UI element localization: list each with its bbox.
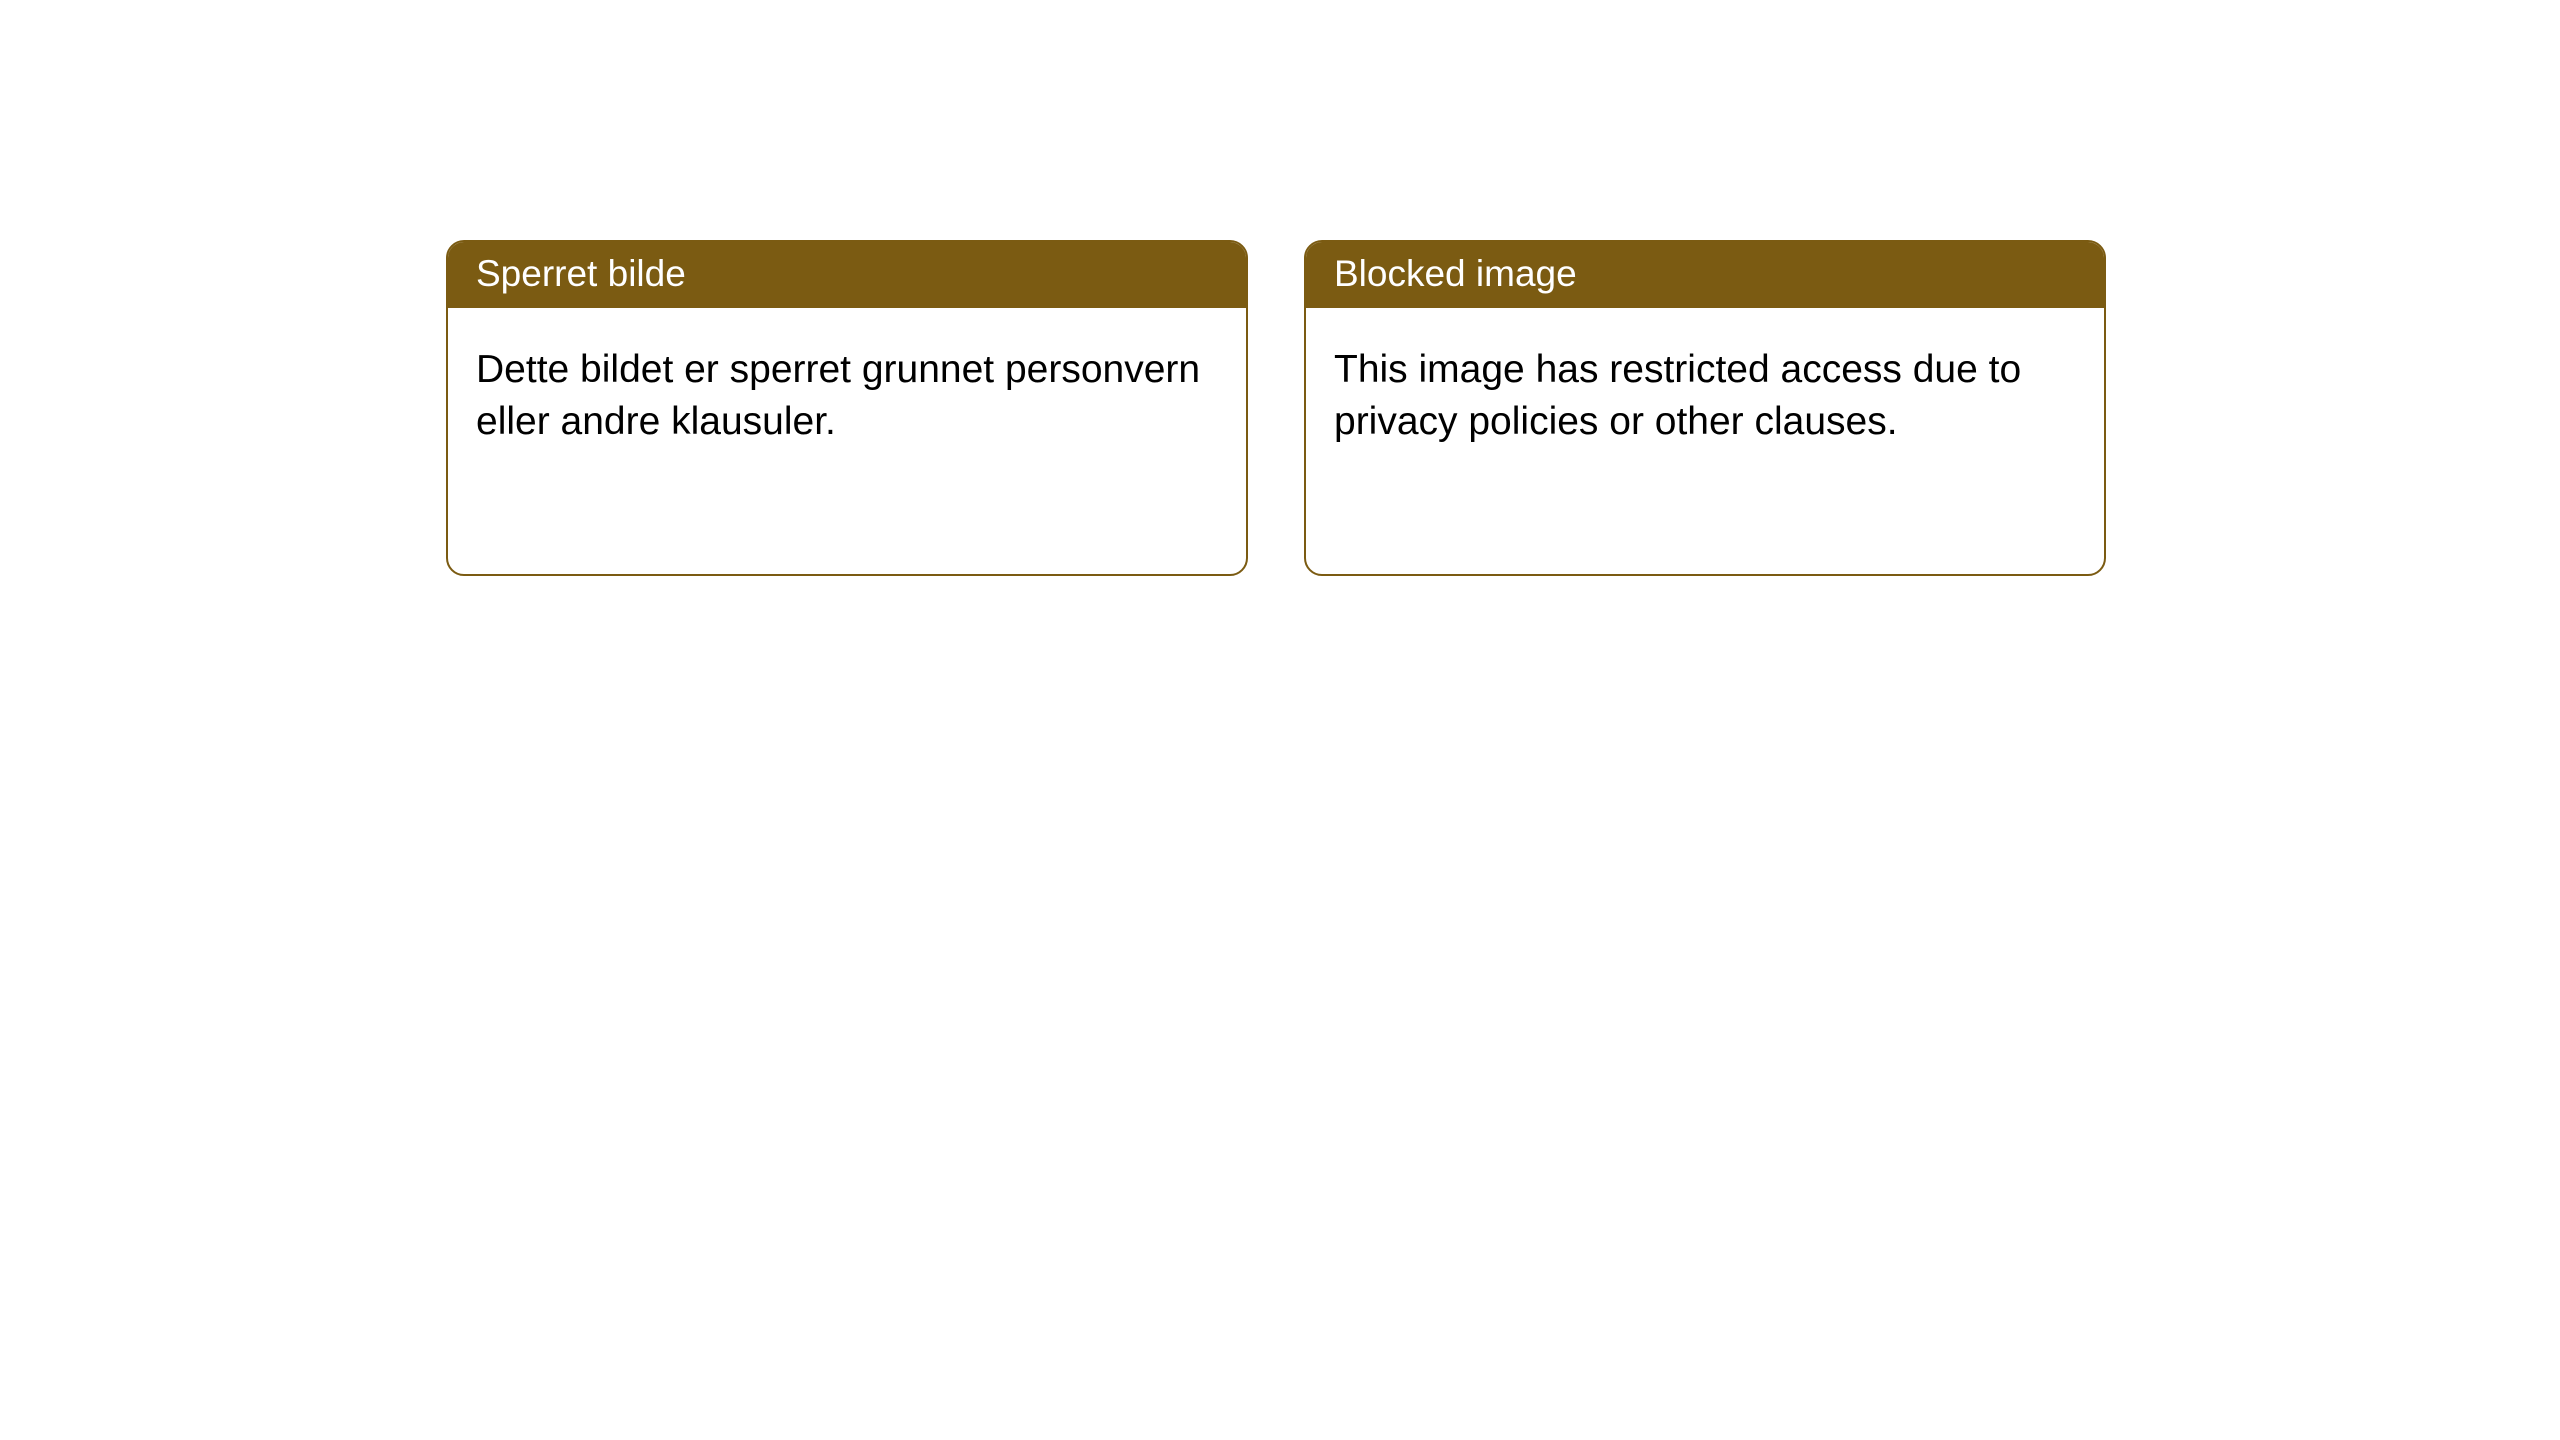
notice-card-english: Blocked image This image has restricted … <box>1304 240 2106 576</box>
notice-body: Dette bildet er sperret grunnet personve… <box>448 308 1246 483</box>
notice-header: Sperret bilde <box>448 242 1246 308</box>
notice-container: Sperret bilde Dette bildet er sperret gr… <box>0 0 2560 576</box>
notice-card-norwegian: Sperret bilde Dette bildet er sperret gr… <box>446 240 1248 576</box>
notice-body: This image has restricted access due to … <box>1306 308 2104 483</box>
notice-header: Blocked image <box>1306 242 2104 308</box>
